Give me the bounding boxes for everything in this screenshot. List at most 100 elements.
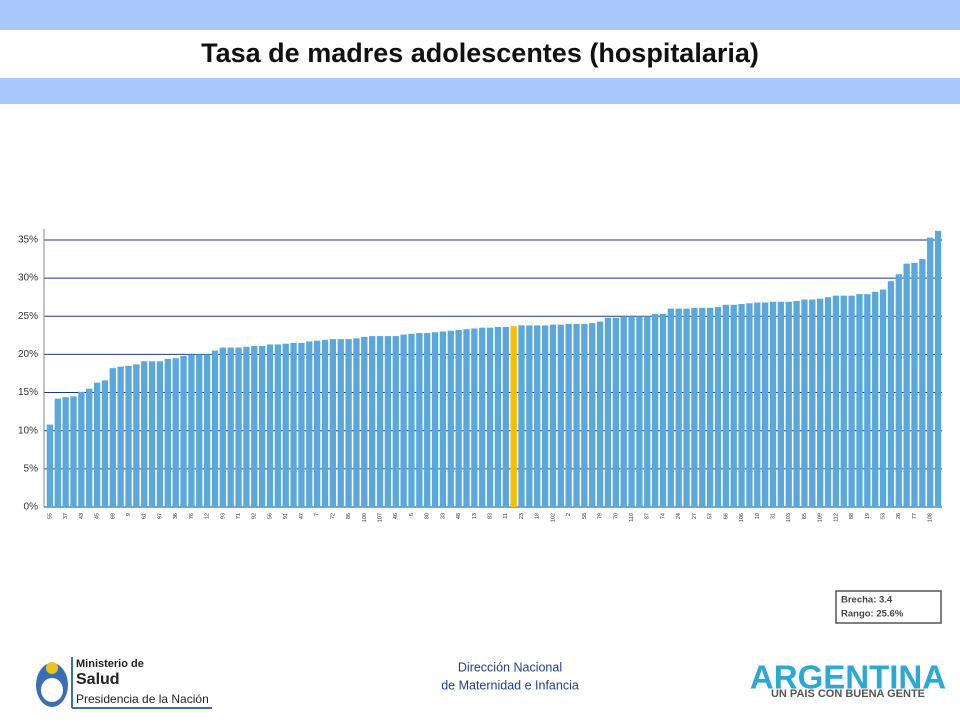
x-tick-label: 23 (519, 513, 525, 519)
bar (769, 301, 777, 507)
bar (243, 346, 250, 507)
x-tick-label: 72 (330, 513, 336, 519)
bar (596, 321, 604, 507)
bar (604, 317, 612, 507)
y-tick-label: 35% (18, 235, 38, 246)
bar (384, 336, 392, 507)
logo-sun (46, 662, 58, 674)
annotation: Rango: 25.6% (841, 609, 904, 620)
logo-text: ARGENTINA (750, 659, 946, 696)
x-tick-label: 37 (63, 513, 69, 519)
x-tick-label: 92 (252, 513, 258, 519)
bar (651, 313, 659, 507)
bar (510, 326, 517, 507)
bar (699, 307, 706, 507)
bar (754, 302, 761, 507)
x-tick-label: 53 (881, 513, 887, 519)
x-tick-label: 87 (645, 513, 651, 519)
x-tick-label: 10 (755, 513, 761, 519)
annotation-box (835, 590, 942, 624)
x-tick-label: 7 (315, 513, 321, 516)
bar (526, 325, 533, 507)
y-tick-label: 20% (18, 349, 38, 360)
x-tick-label: 55 (47, 513, 53, 519)
bar (431, 332, 439, 507)
bar (447, 330, 454, 507)
bar (887, 281, 895, 507)
x-tick-label: 46 (393, 513, 399, 519)
bar (266, 344, 274, 507)
bar (290, 342, 297, 507)
bar (785, 301, 792, 507)
bar (620, 316, 627, 507)
bar (636, 316, 643, 507)
x-tick-label: 48 (456, 513, 462, 519)
x-tick-label: 31 (770, 513, 776, 519)
bar (361, 336, 368, 507)
bar (541, 325, 549, 507)
bar (196, 354, 203, 507)
ministry-logo: Ministerio de Salud Presidencia de la Na… (36, 657, 212, 709)
bar (777, 301, 785, 507)
bar (133, 364, 140, 507)
x-tick-label: 97 (157, 513, 163, 519)
bar (817, 298, 824, 507)
bar (70, 396, 77, 507)
x-tick-label: 83 (488, 513, 494, 519)
x-tick-label: 88 (849, 513, 855, 519)
bar (801, 299, 808, 507)
bar (109, 368, 116, 507)
bar (486, 327, 494, 507)
x-tick-label: 108 (928, 513, 934, 522)
chart-title: Tasa de madres adolescentes (hospitalari… (201, 38, 759, 68)
bar (353, 338, 360, 507)
bar (321, 339, 329, 507)
bar (809, 299, 816, 507)
y-tick-label: 30% (18, 273, 38, 284)
bar (101, 380, 109, 507)
bar (762, 302, 769, 507)
x-tick-label: 100 (362, 513, 368, 522)
bar (683, 308, 690, 507)
bar (612, 317, 619, 507)
bar (46, 424, 54, 507)
plot: 0%5%10%15%20%25%30%35%55 37 43 45 69 9 61 97 36 7… (18, 228, 942, 522)
bar (832, 295, 840, 507)
bar (376, 336, 384, 507)
x-tick-label: 6 (409, 513, 415, 516)
bar (534, 325, 541, 507)
y-tick-label: 25% (18, 311, 38, 322)
bar (306, 341, 313, 507)
bar (251, 346, 258, 507)
title-band (0, 78, 960, 104)
x-tick-label: 9 (126, 513, 132, 516)
x-tick-label: 106 (739, 513, 745, 522)
bar (408, 333, 415, 507)
bar (471, 328, 478, 507)
bar (156, 361, 164, 507)
bar (329, 339, 337, 507)
bar (141, 361, 148, 507)
bar (793, 300, 800, 507)
bar (502, 326, 509, 507)
bar (86, 388, 93, 507)
bar (164, 358, 171, 507)
bar (911, 262, 918, 507)
footer-text: de Maternidad e Infancia (441, 678, 579, 692)
x-tick-label: 110 (629, 513, 635, 522)
bar (455, 329, 462, 507)
bar (494, 326, 502, 507)
x-tick-label: 65 (802, 513, 808, 519)
bar (919, 259, 926, 507)
x-tick-label: 13 (472, 513, 478, 519)
logo-text: Presidencia de la Nación (76, 692, 209, 706)
x-tick-label: 93 (220, 513, 226, 519)
bar (557, 324, 564, 507)
bar (117, 366, 124, 507)
bar (589, 323, 596, 507)
x-tick-label: 91 (283, 513, 289, 519)
logo-text: Ministerio de (76, 658, 144, 670)
y-tick-label: 15% (18, 387, 38, 398)
bar (872, 291, 879, 507)
bar (282, 343, 289, 507)
